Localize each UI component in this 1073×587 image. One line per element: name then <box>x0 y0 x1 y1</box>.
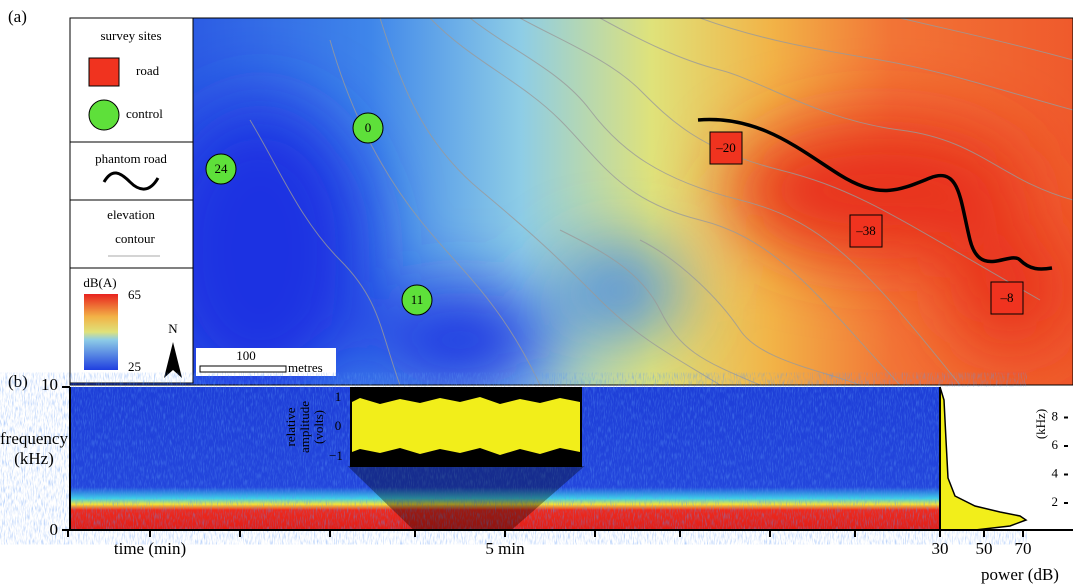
khz-tick-label: 6 <box>1052 437 1059 452</box>
y-axis-label: (kHz) <box>14 449 54 468</box>
legend-road-line <box>102 171 160 191</box>
sites: 0 24 11 –20 –38 –8 <box>205 112 1024 316</box>
site-label: 24 <box>215 161 229 176</box>
colorbar-min: 25 <box>128 359 141 374</box>
site-label: 0 <box>365 120 372 135</box>
site-label: –20 <box>715 140 736 155</box>
legend-label: contour <box>115 231 155 246</box>
scale-bar: 100 metres <box>196 348 336 376</box>
power-panel: (kHz) 2 4 6 8 <box>939 386 1073 531</box>
road-site <box>849 214 883 248</box>
inset-tick-label: 1 <box>335 389 342 404</box>
waveform <box>352 397 580 455</box>
x-axis-label: time (min) <box>114 539 186 558</box>
khz-ticks: 2 4 6 8 <box>1052 408 1068 509</box>
khz-tick-label: 2 <box>1052 494 1059 509</box>
power-tick-label: 70 <box>1015 539 1032 558</box>
colorbar-unit: dB(A) <box>83 275 116 290</box>
y-tick-label: 10 <box>41 375 58 394</box>
north-arrow <box>164 342 182 378</box>
panel-label: (b) <box>8 372 28 391</box>
colorbar <box>84 294 118 370</box>
scale-rect <box>199 365 287 373</box>
power-tick-label: 30 <box>932 539 949 558</box>
y-tick-label: 0 <box>50 520 59 539</box>
control-site <box>352 112 384 144</box>
legend: survey sites road control phantom road e… <box>69 17 194 384</box>
inset-tick-label: −1 <box>329 448 343 463</box>
site-label: –38 <box>855 223 876 238</box>
control-site <box>205 153 237 185</box>
inset-label: relative <box>283 407 298 446</box>
y-axis-label: frequency <box>0 429 68 448</box>
noise-map: 0 24 11 –20 –38 –8 <box>70 18 1073 385</box>
road-site <box>990 281 1024 315</box>
legend-road-swatch <box>88 57 120 87</box>
x-mid-label: 5 min <box>485 539 525 558</box>
scale-unit: metres <box>288 360 323 375</box>
panel-label: (a) <box>8 7 27 26</box>
inset-label: amplitude <box>297 401 312 453</box>
khz-tick-label: 4 <box>1052 465 1059 480</box>
legend-control-swatch <box>88 99 120 131</box>
site-label: 11 <box>411 292 424 307</box>
legend-label: control <box>126 106 163 121</box>
x-ticks <box>67 530 1024 537</box>
khz-unit: (kHz) <box>1033 409 1048 439</box>
site-label: –8 <box>1000 290 1014 305</box>
legend-label: road <box>136 63 160 78</box>
road-site <box>709 131 743 165</box>
power-tick-label: 50 <box>976 539 993 558</box>
scale-value: 100 <box>236 348 256 363</box>
power-axis-label: power (dB) <box>981 565 1059 584</box>
legend-label: elevation <box>107 207 155 222</box>
legend-label: phantom road <box>95 151 167 166</box>
inset-axis-label: relative amplitude (volts) <box>283 401 326 453</box>
inset-tick-label: 0 <box>335 418 342 433</box>
khz-tick-label: 8 <box>1052 408 1059 423</box>
phantom-road <box>697 117 1053 271</box>
north-label: N <box>168 321 178 336</box>
control-site <box>401 284 433 316</box>
spectrogram: 10 0 frequency (kHz) relative amplitude … <box>0 375 940 539</box>
legend-title: survey sites <box>100 28 161 43</box>
colorbar-max: 65 <box>128 287 141 302</box>
inset-label: (volts) <box>311 410 326 444</box>
